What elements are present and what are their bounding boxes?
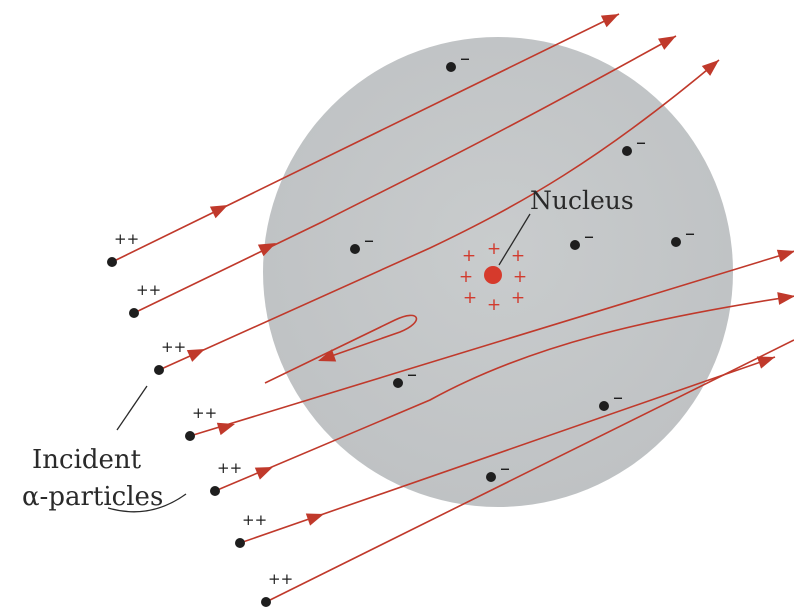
nucleus-core (484, 266, 502, 284)
nucleus-plus-sign: + (487, 295, 501, 315)
electron-charge: – (613, 385, 623, 409)
electron-dot (446, 62, 456, 72)
electron-dot (599, 401, 609, 411)
electron-charge: – (584, 224, 594, 248)
backscatter-track (264, 314, 418, 384)
alpha-particle-dot (107, 257, 117, 267)
alpha-track (214, 295, 794, 492)
nucleus-plus-sign: + (459, 267, 473, 287)
electron-dot (350, 244, 360, 254)
alpha-track (111, 13, 620, 263)
alpha-particle-dot (235, 538, 245, 548)
nucleus-plus-sign: + (511, 288, 525, 308)
alpha-track (239, 356, 776, 544)
incident-label-line2: α-particles (22, 482, 163, 512)
electron-charge: – (685, 221, 695, 245)
track-arrow-mid (257, 243, 276, 257)
electron-charge: – (364, 228, 374, 252)
alpha-charge: ++ (161, 338, 186, 356)
electron-dot (622, 146, 632, 156)
alpha-track (133, 35, 677, 314)
alpha-charge: ++ (114, 230, 139, 248)
track-arrow-mid (305, 513, 324, 526)
electron-charge: – (407, 362, 417, 386)
alpha-charge: ++ (192, 404, 217, 422)
electrons: – – – – – – – – (350, 46, 695, 482)
electron-dot (570, 240, 580, 250)
alpha-tracks (111, 13, 794, 603)
backscatter-arrow (318, 349, 337, 362)
electron-charge: – (500, 456, 510, 480)
electron-charge: – (460, 46, 470, 70)
track-arrow-end (756, 356, 775, 369)
nucleus-plus-sign: + (487, 239, 501, 259)
alpha-particle-dot (154, 365, 164, 375)
track-arrow-mid (254, 467, 273, 480)
electron-dot (486, 472, 496, 482)
incident-alpha-particles: ++ ++ ++ ++ ++ ++ ++ (107, 230, 293, 607)
incident-leader-line (116, 385, 148, 431)
incident-label-line1: Incident (32, 445, 142, 475)
nucleus-plus-sign: + (462, 246, 476, 266)
nucleus-plus-sign: + (511, 246, 525, 266)
alpha-charge: ++ (217, 459, 242, 477)
track-arrow-end (776, 249, 794, 263)
track-arrow-end (777, 292, 794, 305)
nucleus-leader-line (498, 213, 531, 266)
incident-label-group: Incident α-particles (22, 385, 187, 513)
alpha-particle-dot (129, 308, 139, 318)
nucleus-plus-sign: + (463, 288, 477, 308)
track-arrow-mid (209, 205, 228, 219)
alpha-particle-dot (261, 597, 271, 607)
alpha-track (189, 250, 794, 437)
alpha-charge: ++ (136, 281, 161, 299)
alpha-particle-dot (185, 431, 195, 441)
track-arrow-end (657, 36, 676, 50)
electron-dot (671, 237, 681, 247)
alpha-track (265, 339, 794, 603)
track-arrow-end (600, 14, 619, 28)
alpha-particle-dot (210, 486, 220, 496)
electron-dot (393, 378, 403, 388)
alpha-track (158, 59, 720, 371)
track-arrow-end (701, 60, 719, 76)
nucleus-plus-sign: + (513, 267, 527, 287)
nucleus-charges: + + ++ ++ + + (459, 239, 527, 315)
incident-leader-curve (107, 493, 187, 513)
track-arrow-mid (216, 422, 235, 436)
nucleus: + + ++ ++ + + Nucleus (459, 186, 634, 315)
electron-charge: – (636, 130, 646, 154)
alpha-charge: ++ (242, 511, 267, 529)
alpha-charge: ++ (268, 570, 293, 588)
nucleus-label: Nucleus (530, 186, 634, 215)
track-arrow-mid (186, 349, 205, 362)
